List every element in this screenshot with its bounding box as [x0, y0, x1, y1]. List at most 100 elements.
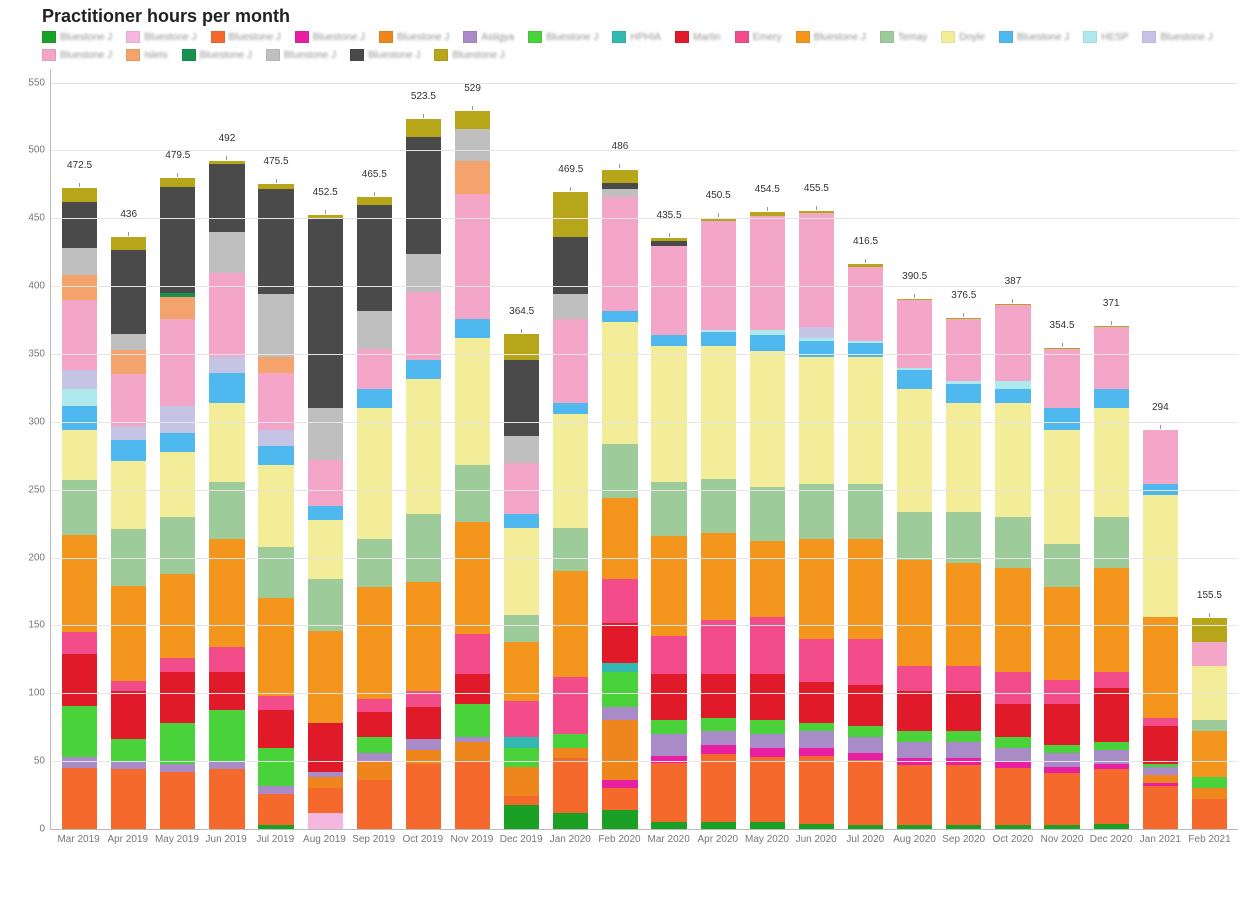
bar-segment[interactable] — [946, 319, 981, 381]
bar-segment[interactable] — [209, 357, 244, 373]
bar-segment[interactable] — [308, 408, 343, 460]
bar-segment[interactable] — [308, 579, 343, 631]
legend-item[interactable]: Bluestone J — [379, 31, 449, 43]
bar-segment[interactable] — [897, 691, 932, 732]
bar-segment[interactable] — [995, 389, 1030, 403]
bar-segment[interactable] — [701, 754, 736, 822]
bar-segment[interactable] — [258, 794, 293, 825]
bar-segment[interactable] — [1044, 745, 1079, 753]
stacked-bar[interactable] — [946, 318, 981, 829]
bar-segment[interactable] — [160, 658, 195, 672]
bar-segment[interactable] — [504, 436, 539, 463]
bar-segment[interactable] — [897, 300, 932, 368]
bar-segment[interactable] — [62, 632, 97, 654]
bar-segment[interactable] — [209, 373, 244, 403]
bar-segment[interactable] — [258, 430, 293, 446]
bar-segment[interactable] — [897, 825, 932, 829]
stacked-bar[interactable] — [258, 184, 293, 829]
bar-segment[interactable] — [62, 406, 97, 430]
bar-segment[interactable] — [406, 707, 441, 740]
bar-segment[interactable] — [62, 480, 97, 534]
bar-segment[interactable] — [406, 514, 441, 582]
bar-segment[interactable] — [258, 696, 293, 710]
bar-segment[interactable] — [308, 631, 343, 723]
bar-segment[interactable] — [258, 786, 293, 794]
bar-segment[interactable] — [455, 522, 490, 633]
bar-segment[interactable] — [1143, 495, 1178, 617]
bar-segment[interactable] — [701, 533, 736, 620]
bar-segment[interactable] — [62, 188, 97, 202]
legend-item[interactable]: Emery — [735, 31, 782, 43]
bar-segment[interactable] — [553, 294, 588, 318]
bar-segment[interactable] — [651, 346, 686, 482]
bar-segment[interactable] — [111, 250, 146, 334]
bar-segment[interactable] — [1192, 799, 1227, 829]
bar-segment[interactable] — [455, 129, 490, 162]
stacked-bar[interactable] — [799, 211, 834, 829]
bar-segment[interactable] — [946, 691, 981, 732]
bar-segment[interactable] — [1044, 408, 1079, 430]
stacked-bar[interactable] — [1094, 326, 1129, 829]
bar-segment[interactable] — [357, 761, 392, 780]
bar-segment[interactable] — [1044, 587, 1079, 679]
bar-segment[interactable] — [1143, 767, 1178, 775]
bar-segment[interactable] — [897, 765, 932, 825]
bar-segment[interactable] — [1094, 408, 1129, 517]
stacked-bar[interactable] — [1044, 348, 1079, 829]
bar-segment[interactable] — [1094, 824, 1129, 829]
bar-segment[interactable] — [357, 197, 392, 204]
bar-segment[interactable] — [799, 731, 834, 747]
bar-segment[interactable] — [553, 319, 588, 403]
bar-segment[interactable] — [750, 720, 785, 734]
bar-segment[interactable] — [1094, 517, 1129, 569]
bar-segment[interactable] — [995, 737, 1030, 748]
bar-segment[interactable] — [553, 192, 588, 237]
bar-segment[interactable] — [799, 357, 834, 485]
bar-segment[interactable] — [258, 598, 293, 696]
legend-item[interactable]: Islets — [126, 49, 167, 61]
bar-segment[interactable] — [848, 267, 883, 340]
bar-segment[interactable] — [1192, 618, 1227, 642]
bar-segment[interactable] — [209, 672, 244, 710]
bar-segment[interactable] — [455, 761, 490, 829]
bar-segment[interactable] — [111, 374, 146, 426]
bar-segment[interactable] — [848, 753, 883, 760]
legend-item[interactable]: Bluestone J — [434, 49, 504, 61]
bar-segment[interactable] — [553, 813, 588, 829]
bar-segment[interactable] — [357, 311, 392, 349]
bar-segment[interactable] — [111, 769, 146, 829]
bar-segment[interactable] — [750, 487, 785, 541]
legend-item[interactable]: Bluestone J — [528, 31, 598, 43]
bar-segment[interactable] — [1094, 568, 1129, 671]
bar-segment[interactable] — [799, 327, 834, 338]
bar-segment[interactable] — [504, 701, 539, 736]
bar-segment[interactable] — [357, 205, 392, 311]
bar-segment[interactable] — [504, 360, 539, 436]
bar-segment[interactable] — [504, 528, 539, 615]
bar-segment[interactable] — [1192, 777, 1227, 788]
bar-segment[interactable] — [406, 292, 441, 360]
bar-segment[interactable] — [799, 723, 834, 731]
bar-segment[interactable] — [701, 620, 736, 674]
bar-segment[interactable] — [504, 334, 539, 359]
bar-segment[interactable] — [357, 780, 392, 829]
bar-segment[interactable] — [160, 517, 195, 574]
bar-segment[interactable] — [308, 460, 343, 506]
bar-segment[interactable] — [160, 672, 195, 724]
bar-segment[interactable] — [701, 718, 736, 732]
bar-segment[interactable] — [455, 465, 490, 522]
bar-segment[interactable] — [1044, 349, 1079, 409]
bar-segment[interactable] — [406, 764, 441, 829]
bar-segment[interactable] — [406, 582, 441, 691]
bar-segment[interactable] — [995, 748, 1030, 762]
bar-segment[interactable] — [455, 194, 490, 319]
bar-segment[interactable] — [750, 216, 785, 330]
bar-segment[interactable] — [357, 699, 392, 713]
bar-segment[interactable] — [209, 761, 244, 769]
bar-segment[interactable] — [1143, 617, 1178, 717]
bar-segment[interactable] — [111, 237, 146, 249]
bar-segment[interactable] — [209, 539, 244, 648]
bar-segment[interactable] — [602, 780, 637, 788]
bar-segment[interactable] — [946, 403, 981, 512]
bar-segment[interactable] — [750, 822, 785, 829]
